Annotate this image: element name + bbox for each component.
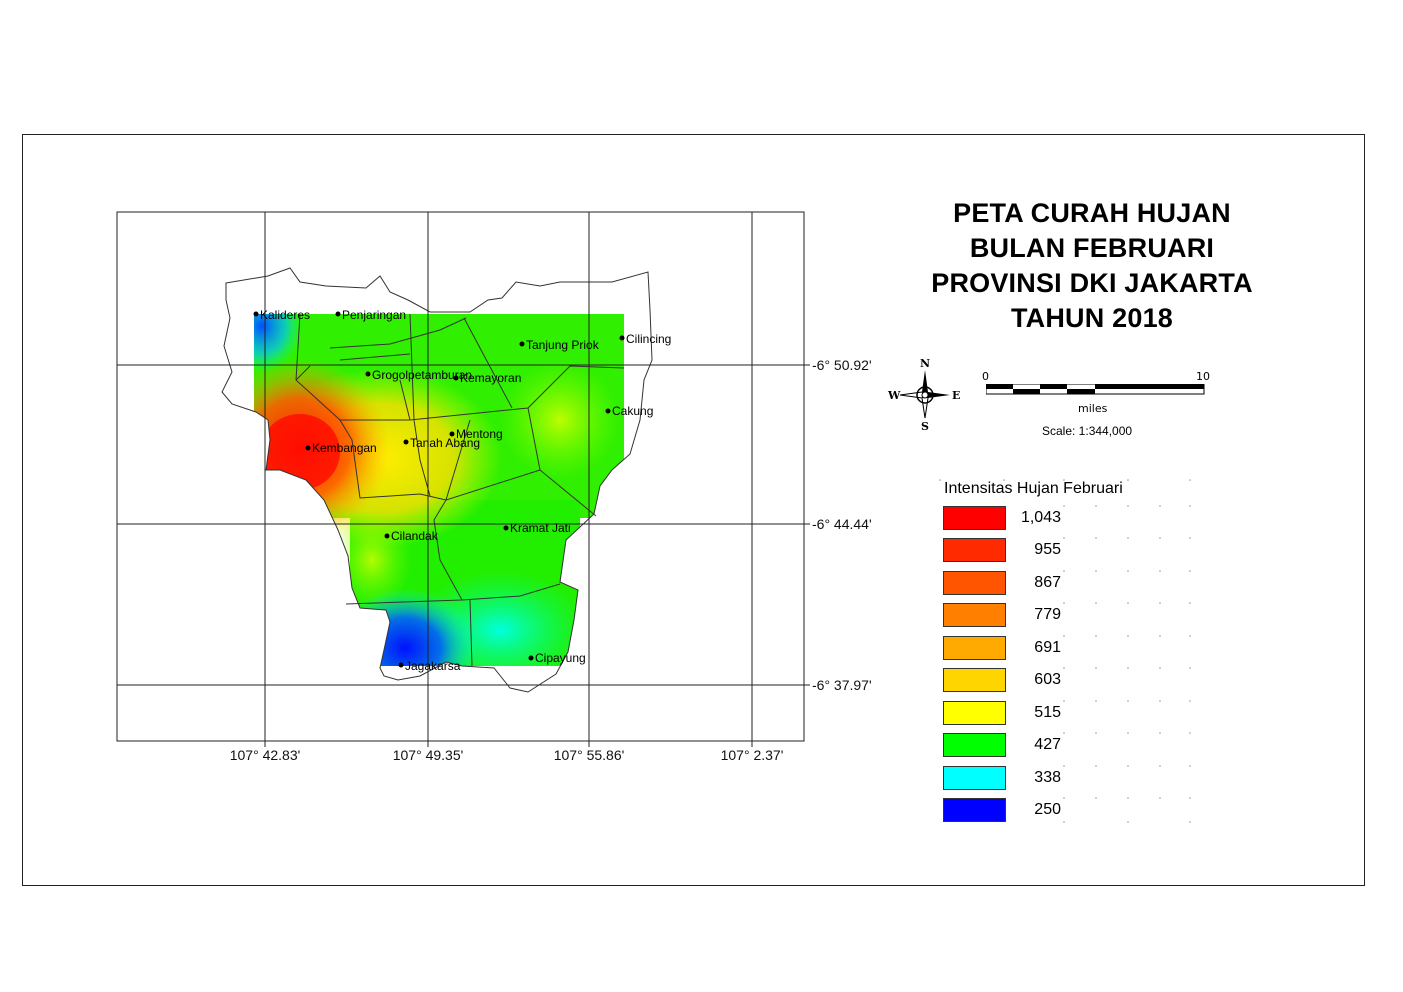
legend-swatch: [943, 506, 1006, 530]
west-label: W: [887, 389, 901, 402]
scale-start-label: 0: [982, 370, 989, 383]
legend-value: 779: [1034, 606, 1061, 623]
place-label: Mentong: [456, 427, 503, 441]
place-markers: Kalideres Penjaringan Tanjung Priok Cili…: [253, 308, 671, 673]
legend-item: 250: [943, 798, 1193, 824]
legend-value: 867: [1034, 574, 1061, 591]
place-label: Cakung: [612, 404, 653, 418]
legend-item: 515: [943, 701, 1193, 727]
place-point: [253, 311, 259, 317]
place-label: Tanah Abang: [410, 436, 480, 450]
place-point: [605, 408, 611, 414]
place-point: [335, 311, 341, 317]
place-label: Jagakarsa: [405, 659, 461, 673]
map-title: PETA CURAH HUJAN BULAN FEBRUARI PROVINSI…: [880, 196, 1304, 336]
layout-frame: [22, 134, 1365, 886]
legend-value: 691: [1034, 639, 1061, 656]
legend-swatch: [943, 603, 1006, 627]
legend-swatch: [943, 766, 1006, 790]
place-point: [449, 431, 455, 437]
legend-swatch: [943, 538, 1006, 562]
province-boundary: [221, 267, 653, 693]
legend-value: 1,043: [1020, 509, 1061, 526]
south-label: S: [921, 420, 929, 432]
legend-item: 867: [943, 571, 1193, 597]
east-label: E: [952, 389, 960, 402]
place-label: Kembangan: [312, 441, 377, 455]
graticule: [117, 212, 810, 747]
scale-end-label: 10: [1196, 370, 1210, 383]
place-label: Cipayung: [535, 651, 586, 665]
legend-title: Intensitas Hujan Februari: [944, 480, 1123, 497]
legend-value: 955: [1034, 541, 1061, 558]
latitude-label: -6° 37.97': [812, 677, 872, 693]
legend-value: 427: [1034, 736, 1061, 753]
legend-swatch: [943, 571, 1006, 595]
compass-rose-icon: N S W E: [887, 357, 960, 432]
latitude-labels: -6° 50.92' -6° 44.44' -6° 37.97': [812, 357, 872, 693]
place-label: Grogolpetamburan: [372, 368, 472, 382]
legend: Intensitas Hujan Februari 1,043 955 867 …: [938, 476, 1198, 836]
place-label: Penjaringan: [342, 308, 406, 322]
map-title-line: PETA CURAH HUJAN: [953, 198, 1231, 228]
latitude-label: -6° 44.44': [812, 516, 872, 532]
longitude-label: 107° 2.37': [721, 747, 784, 763]
legend-value: 250: [1034, 801, 1061, 818]
place-label: Tanjung Priok: [526, 338, 600, 352]
legend-swatch: [943, 798, 1006, 822]
place-point: [365, 371, 371, 377]
place-label: Kemayoran: [460, 371, 521, 385]
legend-swatch: [943, 733, 1006, 757]
scale-bar-graphic: [986, 384, 1205, 395]
latitude-label: -6° 50.92': [812, 357, 872, 373]
outside-surface-mask: [200, 260, 684, 706]
legend-swatch: [943, 701, 1006, 725]
legend-item: 779: [943, 603, 1193, 629]
longitude-label: 107° 49.35': [393, 747, 464, 763]
place-point: [384, 533, 390, 539]
legend-item: 955: [943, 538, 1193, 564]
longitude-labels: 107° 42.83' 107° 49.35' 107° 55.86' 107°…: [230, 747, 784, 763]
legend-item: 691: [943, 636, 1193, 662]
place-point: [503, 525, 509, 531]
place-label: Kalideres: [260, 308, 310, 322]
legend-swatch: [943, 668, 1006, 692]
legend-item: 1,043: [943, 506, 1193, 532]
district-lines: [295, 313, 625, 667]
map-title-line: PROVINSI DKI JAKARTA: [931, 268, 1253, 298]
place-label: Kramat Jati: [510, 521, 571, 535]
north-label: N: [920, 357, 930, 370]
legend-background-dots: [939, 479, 1191, 823]
legend-swatch: [943, 636, 1006, 660]
place-point: [305, 445, 311, 451]
map-title-line: BULAN FEBRUARI: [969, 233, 1215, 263]
place-label: Cilincing: [626, 332, 671, 346]
place-point: [453, 375, 459, 381]
place-point: [528, 655, 534, 661]
scale-ratio-label: Scale: 1:344,000: [1042, 424, 1133, 438]
legend-value: 603: [1034, 671, 1061, 688]
longitude-label: 107° 42.83': [230, 747, 301, 763]
legend-value: 338: [1034, 769, 1061, 786]
scale-unit-label: miles: [1078, 402, 1108, 415]
place-label: Cilandak: [391, 529, 439, 543]
place-point: [619, 335, 625, 341]
place-point: [519, 341, 525, 347]
longitude-label: 107° 55.86': [554, 747, 625, 763]
map-title-line: TAHUN 2018: [1010, 303, 1174, 333]
legend-item: 427: [943, 733, 1193, 759]
scale-bar: 0 10 miles Scale: 1:344,000: [978, 366, 1218, 446]
place-point: [398, 662, 404, 668]
legend-item: 338: [943, 766, 1193, 792]
legend-value: 515: [1034, 704, 1061, 721]
place-point: [403, 439, 409, 445]
legend-item: 603: [943, 668, 1193, 694]
